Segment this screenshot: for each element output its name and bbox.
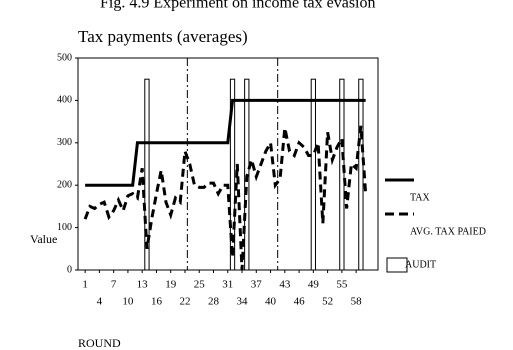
x-tick-label: 43 xyxy=(279,279,291,291)
audit-bar xyxy=(339,78,345,271)
plot-frame xyxy=(77,57,379,271)
y-tick-label: 400 xyxy=(57,95,72,106)
x-tick-label: 22 xyxy=(179,296,190,308)
x-tick-label: 1 xyxy=(82,279,88,291)
series-line xyxy=(85,98,366,187)
x-tick-label: 25 xyxy=(194,279,206,291)
legend-label: AUDIT xyxy=(405,259,436,270)
x-tick-label: 34 xyxy=(237,296,249,308)
x-tick-label: 7 xyxy=(111,279,117,291)
legend-swatch xyxy=(386,257,408,273)
x-tick-label: 58 xyxy=(351,296,363,308)
audit-bar xyxy=(144,78,150,271)
x-tick-label: 28 xyxy=(208,296,220,308)
x-tick-label: 4 xyxy=(97,296,103,308)
y-tick-label: 300 xyxy=(57,137,72,148)
y-tick-label: 0 xyxy=(67,264,72,275)
x-tick-label: 19 xyxy=(165,279,177,291)
x-tick-label: 10 xyxy=(122,296,134,308)
audit-bar xyxy=(229,78,236,271)
x-tick-label: 49 xyxy=(308,279,320,291)
x-tick-label: 52 xyxy=(322,296,333,308)
chart-title: Fig. 4.9 Experiment on income tax evasio… xyxy=(100,0,376,12)
x-tick-label: 13 xyxy=(137,279,149,291)
legend-label: AVG. TAX PAIED xyxy=(410,226,486,237)
chart-subtitle: Tax payments (averages) xyxy=(78,27,248,46)
y-axis-label: Value xyxy=(30,232,57,246)
legend-label: TAX xyxy=(410,192,431,203)
series-line xyxy=(83,125,368,271)
x-tick-label: 37 xyxy=(251,279,263,291)
x-axis-label: ROUND xyxy=(78,336,121,350)
x-tick-label: 46 xyxy=(294,296,306,308)
x-tick-label: 16 xyxy=(151,296,163,308)
x-tick-label: 55 xyxy=(336,279,348,291)
x-tick-label: 40 xyxy=(265,296,277,308)
audit-bar xyxy=(358,78,364,271)
audit-bar xyxy=(310,78,316,271)
y-tick-label: 200 xyxy=(57,179,72,190)
y-tick-label: 500 xyxy=(57,52,72,63)
y-tick-label: 100 xyxy=(57,222,72,233)
x-tick-label: 31 xyxy=(222,279,233,291)
audit-bar xyxy=(244,78,250,271)
